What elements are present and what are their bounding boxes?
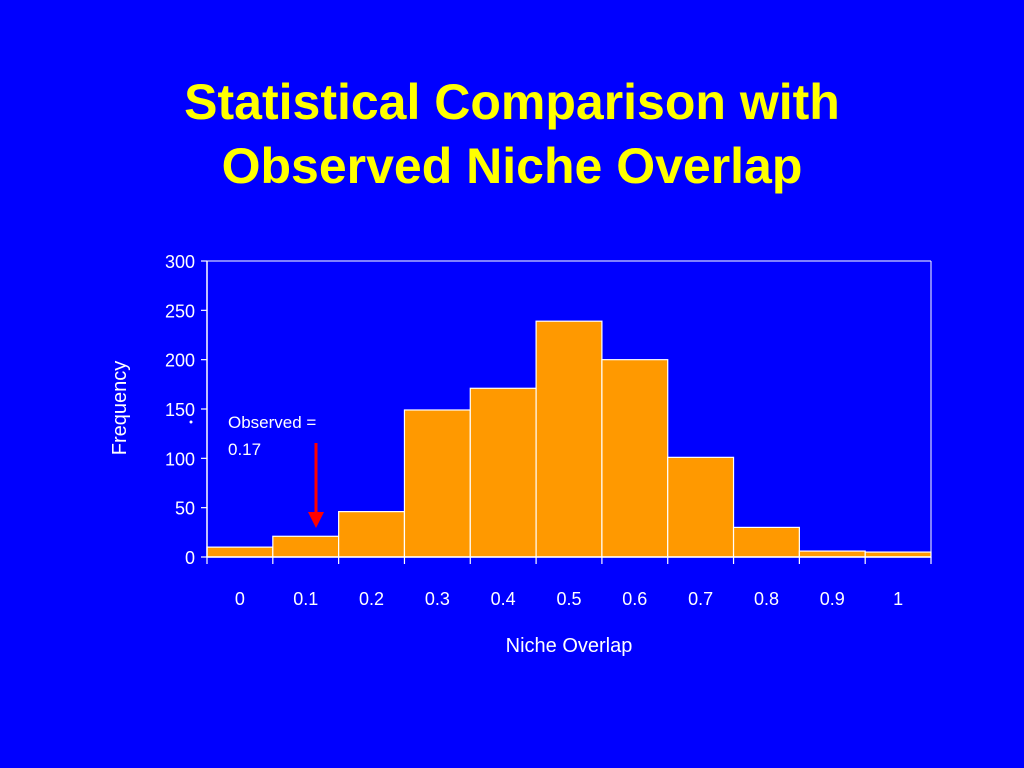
y-axis-label: Frequency <box>109 361 131 456</box>
y-tick-label-300: 300 <box>165 252 195 272</box>
bar-0.4 <box>469 387 537 558</box>
y-tick-label-0: 0 <box>185 548 195 568</box>
bars-group <box>206 320 932 558</box>
x-tick-label-0.5: 0.5 <box>556 589 581 609</box>
y-tick-label-100: 100 <box>165 449 195 469</box>
bar-0.8 <box>732 526 800 558</box>
bar-0.3 <box>403 409 471 558</box>
x-tick-label-0: 0 <box>235 589 245 609</box>
bar-0.5 <box>535 320 603 558</box>
x-tick-label-0.1: 0.1 <box>293 589 318 609</box>
y-tick-label-200: 200 <box>165 351 195 371</box>
x-tick-label-0.6: 0.6 <box>622 589 647 609</box>
title-line-2: Observed Niche Overlap <box>221 138 803 194</box>
y-ticks-group: 0 50 100 150 200 250 300 <box>165 252 207 568</box>
bar-0.9 <box>798 550 866 558</box>
y-tick-label-50: 50 <box>175 499 195 519</box>
x-tick-label-0.2: 0.2 <box>359 589 384 609</box>
annotation-line-2: 0.17 <box>228 440 261 459</box>
bar-0 <box>206 546 274 558</box>
y-tick-label-150: 150 <box>165 400 195 420</box>
x-axis-label: Niche Overlap <box>506 635 633 657</box>
bar-0.1 <box>272 535 340 558</box>
slide-title: Statistical Comparison with Observed Nic… <box>0 70 1024 198</box>
x-tick-label-0.9: 0.9 <box>820 589 845 609</box>
x-tick-label-1: 1 <box>893 589 903 609</box>
title-line-1: Statistical Comparison with <box>184 74 840 130</box>
annotation-line-1: Observed = <box>228 413 316 432</box>
y-tick-label-250: 250 <box>165 301 195 321</box>
bar-0.6 <box>601 359 669 558</box>
observed-arrow <box>308 443 324 528</box>
x-tick-label-0.8: 0.8 <box>754 589 779 609</box>
x-tick-label-0.4: 0.4 <box>491 589 516 609</box>
x-tick-label-0.7: 0.7 <box>688 589 713 609</box>
stray-dot <box>189 420 193 424</box>
x-tick-label-0.3: 0.3 <box>425 589 450 609</box>
bar-0.2 <box>338 511 406 558</box>
x-ticks-group: 0 0.1 0.2 0.3 0.4 0.5 0.6 0.7 0.8 0.9 1 <box>206 557 932 609</box>
bar-0.7 <box>667 456 735 558</box>
